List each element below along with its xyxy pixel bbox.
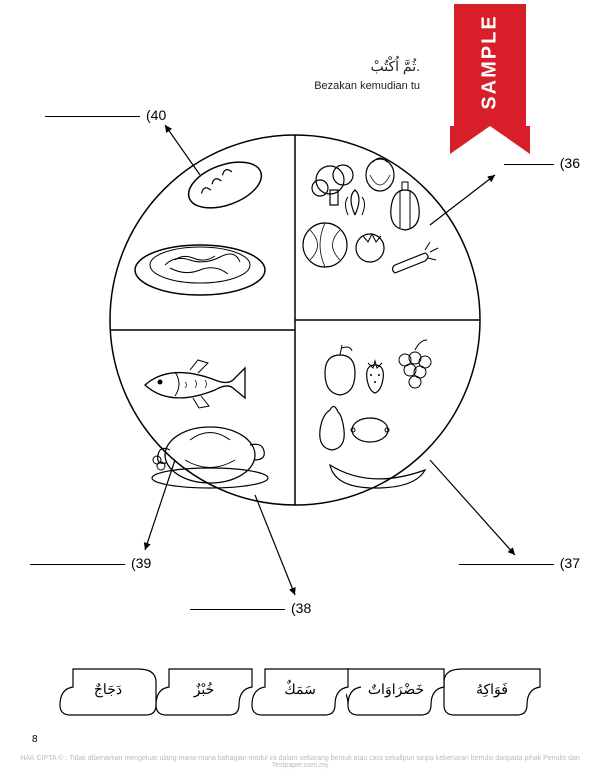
- label-40: (40: [45, 107, 166, 123]
- worksheet-page: .ثُمَّ اُكْتُبْ Bezakan kemudian tu SAMP…: [0, 0, 600, 777]
- label-37: (37: [459, 555, 580, 571]
- copyright-text: HAK CIPTA © : Tidak dibenarkan mengeluar…: [0, 755, 600, 769]
- grains-section: [135, 153, 268, 295]
- word-bank: فَوَاكِهُ خَضْرَاوَاتٌ سَمَكٌ خُبْزٌ دَج…: [40, 667, 560, 722]
- ribbon-text: SAMPLE: [479, 14, 502, 109]
- page-number: 8: [32, 734, 38, 745]
- word-option-2: خَضْرَاوَاتٌ: [346, 667, 446, 715]
- label-38: (38: [190, 600, 311, 616]
- malay-instruction: Bezakan kemudian tu: [314, 80, 420, 92]
- sample-ribbon: SAMPLE: [450, 0, 530, 160]
- fruits-section: [320, 340, 431, 488]
- word-option-5: دَجَاجٌ: [58, 667, 158, 715]
- word-option-4: خُبْزٌ: [154, 667, 254, 715]
- arabic-instruction: .ثُمَّ اُكْتُبْ: [370, 58, 420, 75]
- protein-section: [145, 360, 268, 488]
- word-option-1: فَوَاكِهُ: [442, 667, 542, 715]
- food-circle-diagram: [105, 130, 485, 510]
- word-option-3: سَمَكٌ: [250, 667, 350, 715]
- vegetables-section: [303, 158, 438, 273]
- label-39: (39: [30, 555, 151, 571]
